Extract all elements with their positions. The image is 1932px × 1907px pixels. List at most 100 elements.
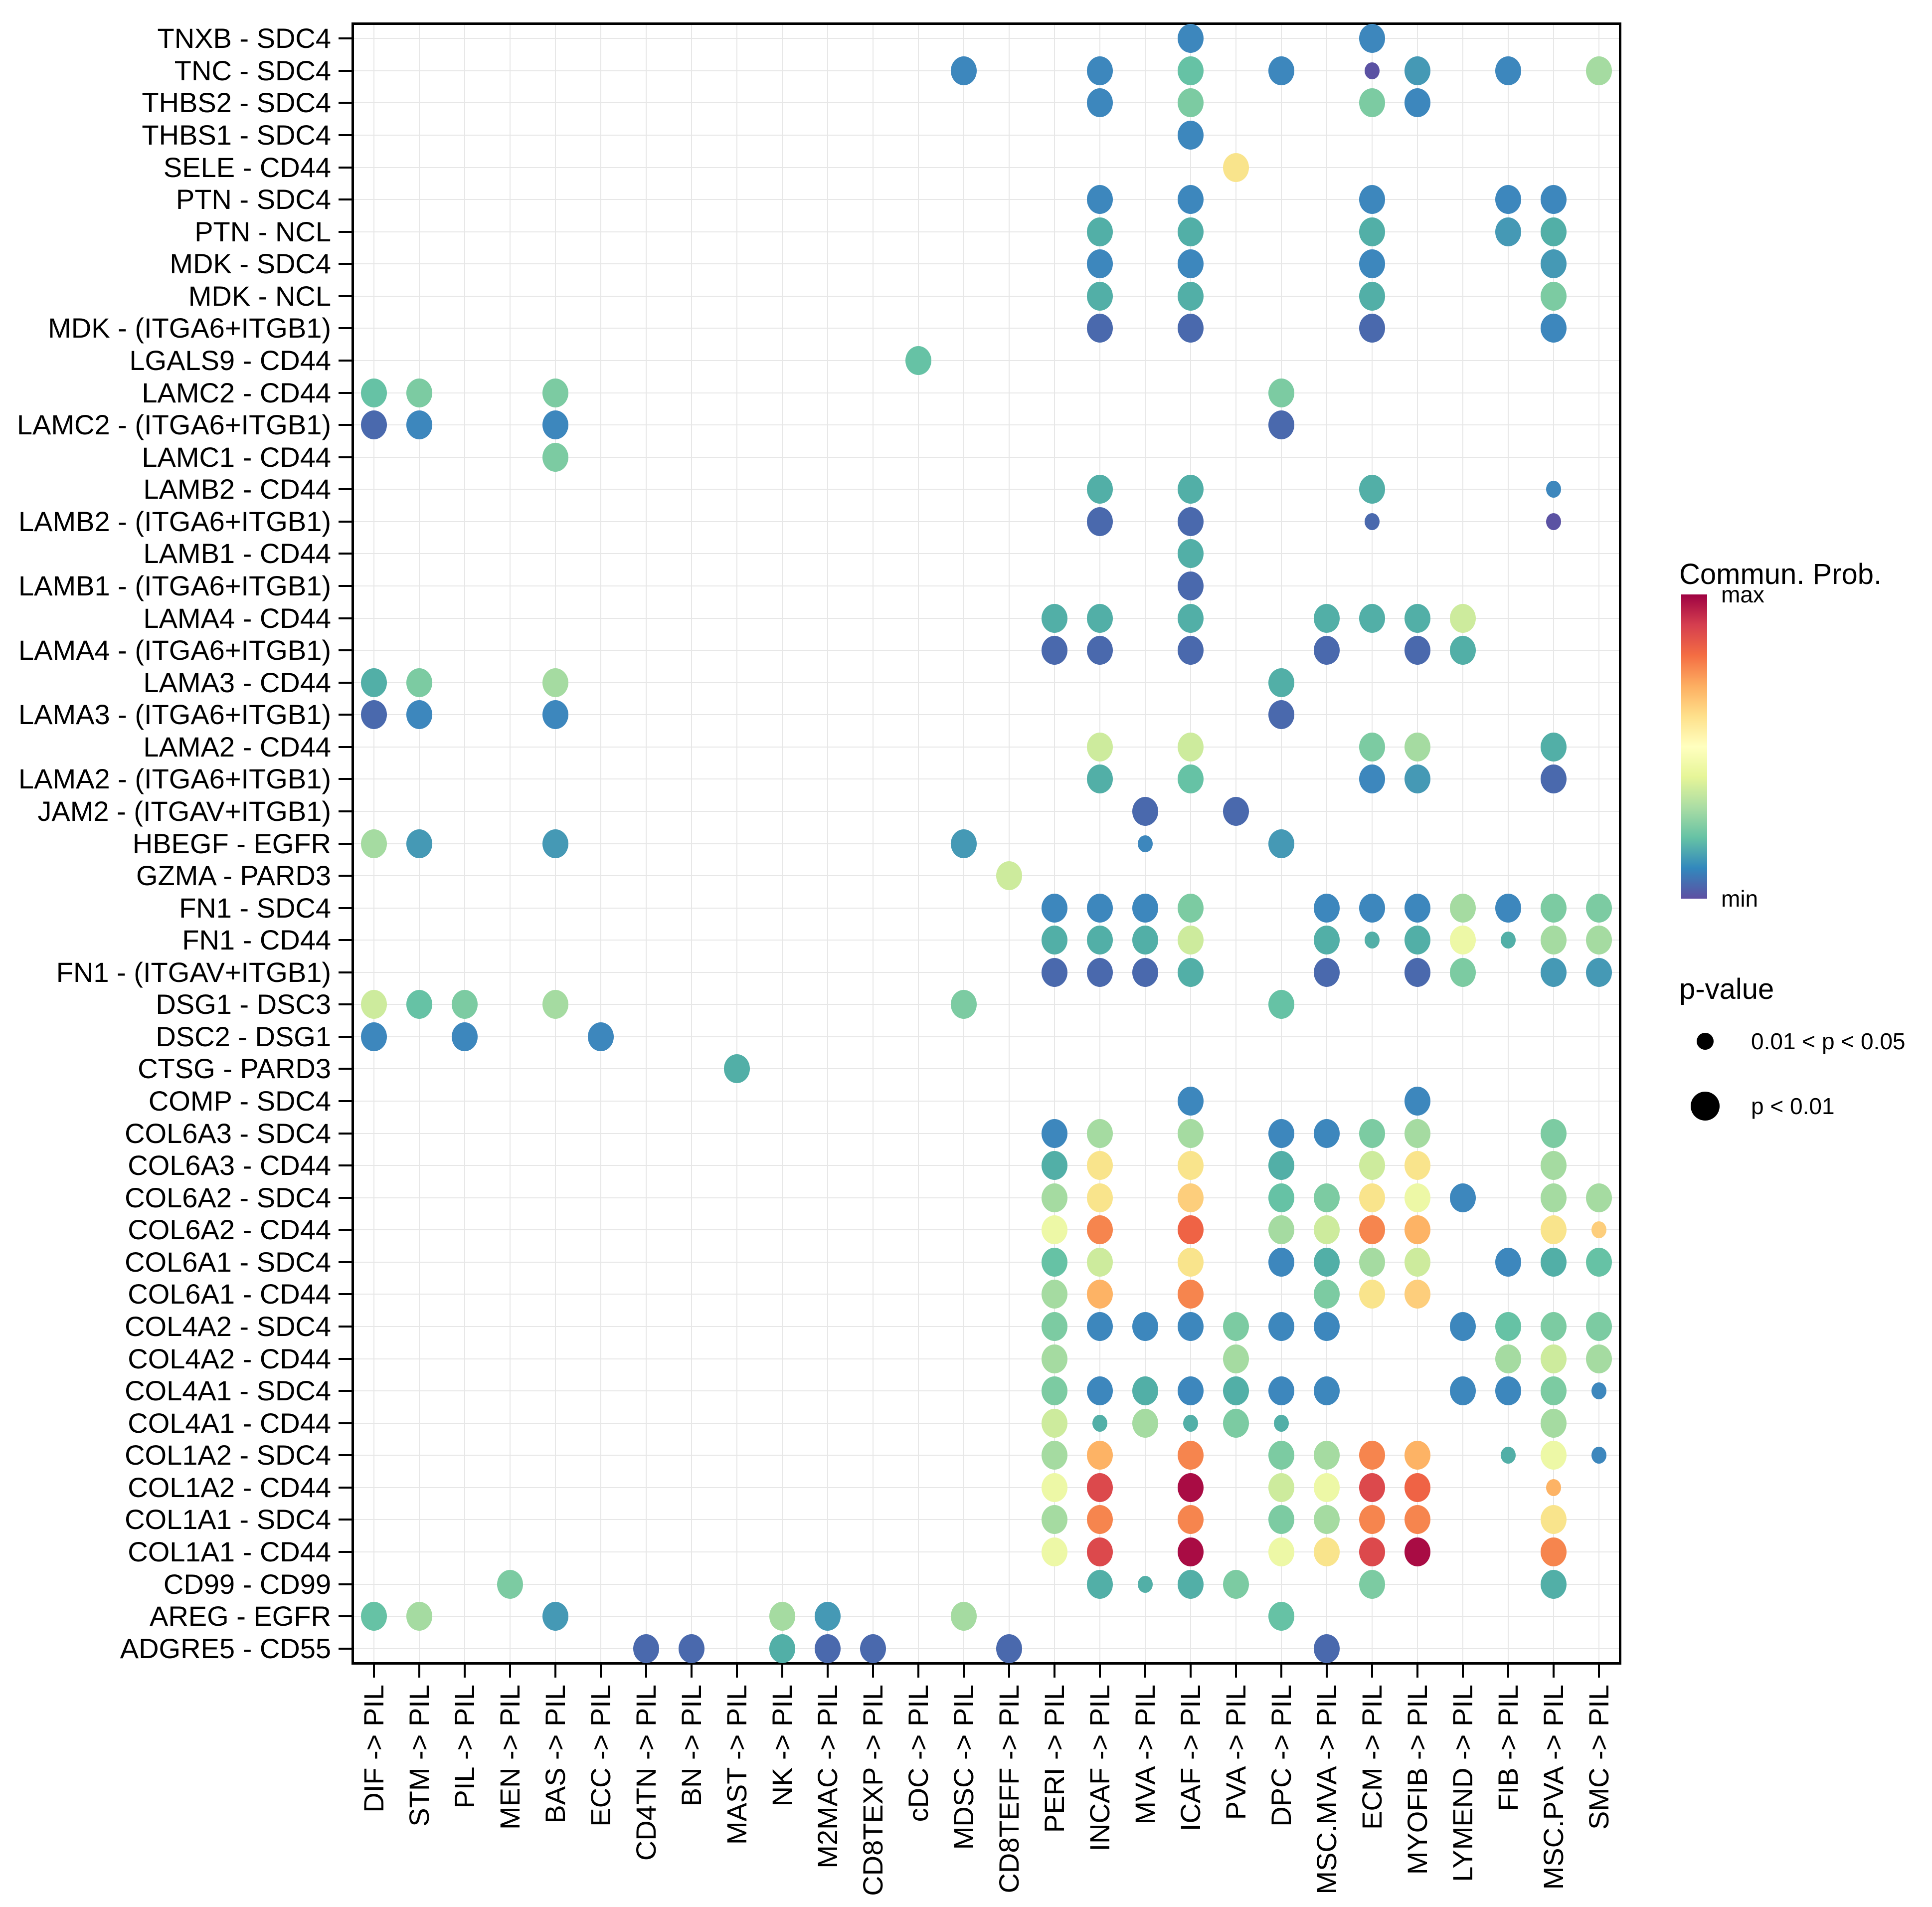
data-dot [1540,1312,1567,1341]
data-dot [1540,732,1567,762]
y-axis-label: COL6A3 - CD44 [128,1149,331,1181]
gridline [354,875,1619,877]
data-dot [1359,249,1385,279]
x-tick [1461,1665,1464,1678]
data-dot [1177,1312,1204,1341]
y-axis-label: SELE - CD44 [163,151,331,183]
gridline [354,1101,1619,1102]
data-dot [1313,1537,1340,1566]
data-dot [1495,1247,1521,1277]
data-dot [1404,1505,1430,1534]
y-tick [339,456,351,458]
data-dot [1540,957,1567,987]
data-dot [1041,957,1067,987]
data-dot [951,1602,977,1631]
data-dot [1268,1215,1294,1245]
data-dot [542,990,569,1019]
data-dot [1177,56,1204,85]
data-dot [1177,1473,1204,1502]
pvalue-legend-title: p-value [1679,973,1774,1005]
x-axis-label: NK -> PIL [766,1685,798,1807]
y-tick [339,584,351,587]
data-dot [1268,1119,1294,1148]
data-dot [1177,1376,1204,1406]
data-dot [1268,56,1294,85]
x-tick [1053,1665,1055,1678]
y-tick [339,1390,351,1392]
x-axis-label: ECC -> PIL [585,1685,617,1827]
data-dot [1086,957,1113,987]
data-dot [1585,1247,1612,1277]
data-dot [1546,481,1561,498]
gridline [354,1004,1619,1005]
data-dot [1086,1280,1113,1309]
y-tick [339,166,351,169]
gridline [354,1358,1619,1359]
data-dot [996,861,1022,891]
y-axis-label: COL6A1 - SDC4 [125,1246,331,1278]
data-dot [1086,1473,1113,1502]
data-dot [1495,1344,1521,1373]
data-dot [452,1022,478,1051]
data-dot [1540,1344,1567,1373]
y-axis-label: LAMA3 - (ITGA6+ITGB1) [18,699,331,731]
data-dot [1540,1376,1567,1406]
data-dot [361,700,387,730]
data-dot [1177,217,1204,246]
data-dot [1177,1215,1204,1245]
data-dot [1404,1151,1430,1180]
y-axis-label: LAMB1 - (ITGA6+ITGB1) [18,570,331,601]
data-dot [1041,1215,1067,1245]
x-tick [554,1665,557,1678]
y-tick [339,134,351,136]
data-dot [1404,1183,1430,1212]
data-dot [1540,217,1567,246]
data-dot [1359,893,1385,923]
data-dot [1086,1505,1113,1534]
gridline [354,456,1619,458]
y-axis-label: TNC - SDC4 [174,54,331,86]
y-tick [339,939,351,942]
data-dot [1041,1151,1067,1180]
data-dot [1092,1414,1107,1432]
y-tick [339,1261,351,1263]
y-axis-label: COL1A2 - SDC4 [125,1439,331,1471]
y-tick [339,1293,351,1296]
data-dot [1359,1151,1385,1180]
x-axis-label: STM -> PIL [403,1685,435,1827]
data-dot [679,1634,705,1663]
data-dot [1404,764,1430,794]
data-dot [1041,1312,1067,1341]
gridline [354,1519,1619,1521]
data-dot [633,1634,660,1663]
colorbar-max-label: max [1721,581,1764,607]
gridline [354,1165,1619,1166]
x-axis-label: CD8TEXP -> PIL [857,1685,889,1896]
gridline [354,1229,1619,1231]
data-dot [1313,603,1340,633]
x-axis-label: PVA -> PIL [1220,1685,1251,1820]
x-tick [963,1665,965,1678]
data-dot [1086,1312,1113,1341]
gridline [354,231,1619,232]
data-dot [1177,1087,1204,1116]
data-dot [1313,1634,1340,1663]
data-dot [1359,217,1385,246]
data-dot [1268,829,1294,858]
y-tick [339,520,351,523]
x-tick [1552,1665,1555,1678]
x-tick [509,1665,512,1678]
data-dot [1540,249,1567,279]
x-axis-label: PERI -> PIL [1038,1685,1070,1833]
gridline [354,1487,1619,1488]
x-tick [464,1665,466,1678]
y-axis-label: MDK - SDC4 [170,248,331,280]
data-dot [996,1634,1022,1663]
y-tick [339,1068,351,1070]
gridline [354,1390,1619,1392]
x-tick [827,1665,829,1678]
data-dot [1546,1479,1561,1496]
data-dot [1540,1151,1567,1180]
data-dot [1086,56,1113,85]
